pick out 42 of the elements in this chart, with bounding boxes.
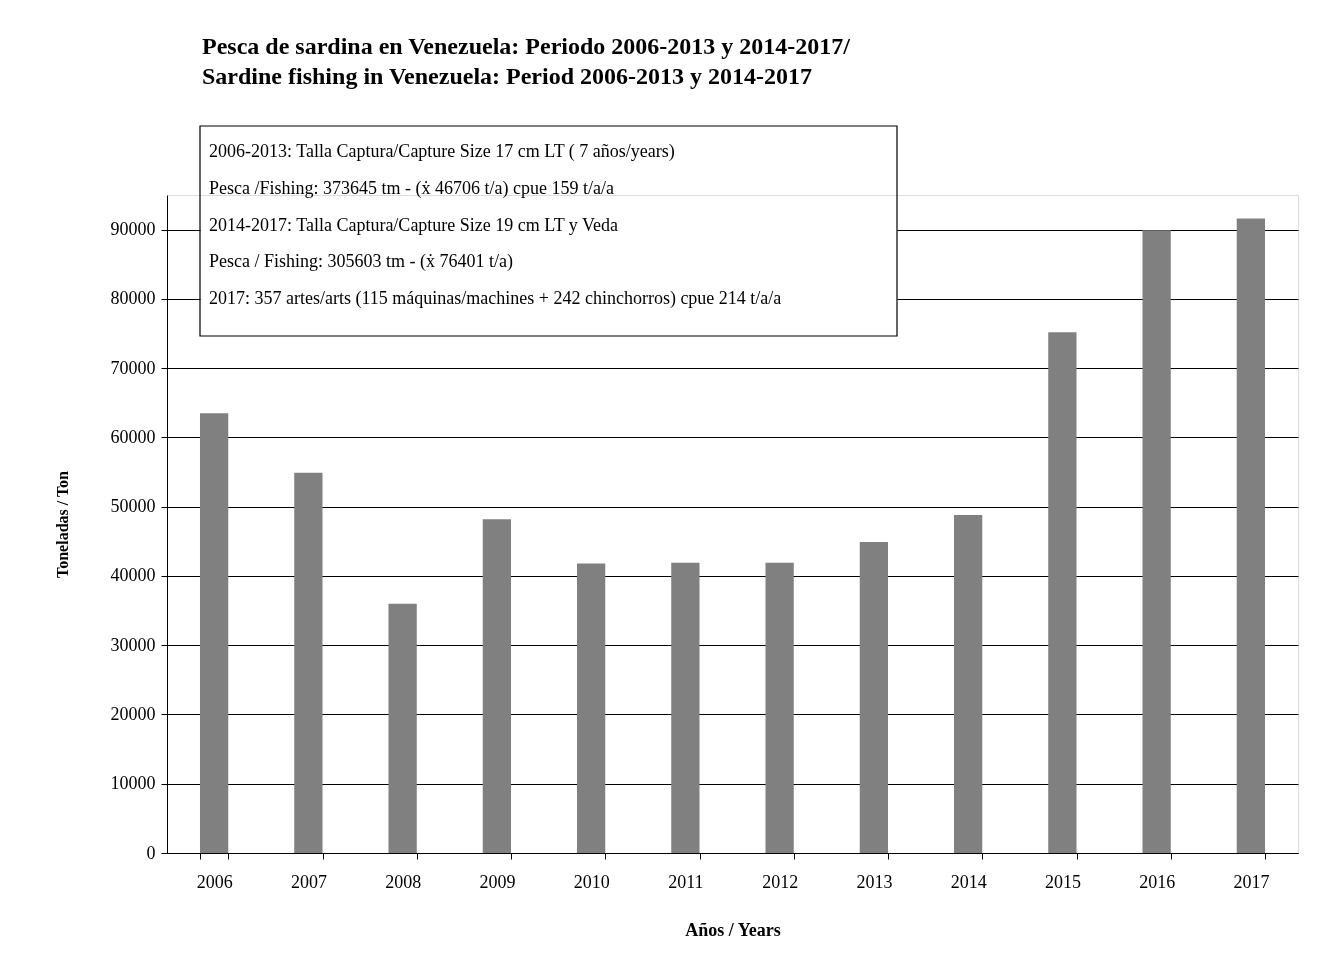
bar (1142, 230, 1171, 853)
bar (765, 562, 794, 853)
x-tick-label: 2006 (196, 871, 233, 892)
annotation: Pesca /Fishing: 373645 tm - (ẋ 46706 t/a) cpue 159 t/a/a (209, 177, 614, 199)
annotation: Pesca / Fishing: 305603 tm - (ẋ 76401 t/a) (209, 251, 513, 273)
annotation: 2014-2017: Talla Captura/Capture Size 19 cm LT y Veda (209, 214, 619, 235)
bar (482, 519, 512, 853)
y-tick-label: 50000 (110, 496, 156, 517)
text: 2006-2013: Talla Captura/Capture Size 17 cm LT ( 7 años/years) (209, 141, 675, 162)
x-tick-label: 2017 (1233, 871, 1270, 892)
x-axis-title: Años / Years (685, 919, 781, 940)
y-axis-title: Toneladas / Ton (53, 470, 71, 579)
bar (294, 472, 323, 853)
x-tick-label: 2013 (856, 871, 893, 892)
y-tick-label: 10000 (110, 773, 156, 794)
y-tick-label: 60000 (110, 426, 156, 447)
bar (199, 413, 229, 853)
x-tick-label: 2010 (573, 871, 610, 892)
y-tick-label: 40000 (110, 565, 156, 586)
x-tick-label: 2008 (385, 871, 422, 892)
chart-title: Pesca de sardina en Venezuela: Periodo 2006-2013 y 2014-2017/ Sardine fishing in Venezuela: Period 2006-2013 y 2014-2017 (202, 33, 851, 90)
bar (1236, 218, 1266, 853)
x-tick-label: 2009 (479, 871, 516, 892)
y-tick-label: 0 (146, 842, 156, 863)
x-tick-label: 2007 (290, 871, 327, 892)
x-tick-label: 2016 (1139, 871, 1176, 892)
y-tick-label: 80000 (110, 288, 156, 309)
bar (576, 563, 606, 853)
y-tick-label: 70000 (110, 357, 156, 378)
bar (859, 542, 889, 853)
y-tick-label: 20000 (110, 703, 156, 724)
x-tick-label: 2012 (762, 871, 799, 892)
x-tick-label: 2011 (668, 871, 704, 892)
y-tick-label: 30000 (110, 634, 156, 655)
bar (671, 562, 700, 853)
bar (388, 603, 417, 853)
annotation: 2017: 357 artes/arts (115 máquinas/machines + 242 chinchorros) cpue 214 t/a/a (209, 288, 782, 310)
bar (953, 515, 983, 853)
x-tick-label: 2015 (1044, 871, 1081, 892)
y-tick-label: 90000 (110, 219, 156, 240)
x-tick-label: 2014 (950, 871, 987, 892)
bar (1048, 332, 1077, 853)
